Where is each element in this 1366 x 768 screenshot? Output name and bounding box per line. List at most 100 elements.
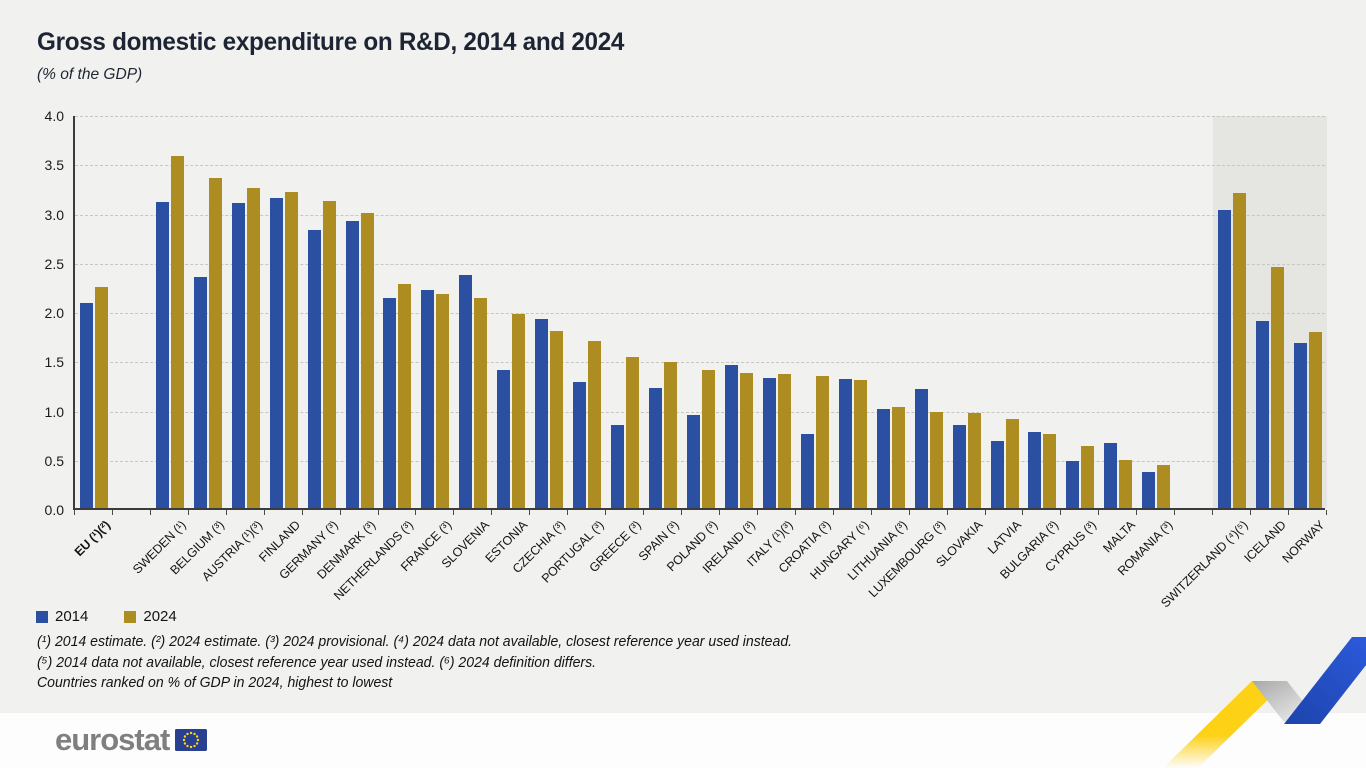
x-axis-tick bbox=[1136, 510, 1138, 515]
bar-estonia-2024 bbox=[512, 313, 525, 508]
x-axis-tick bbox=[1022, 510, 1024, 515]
y-tick-label: 3.0 bbox=[44, 206, 64, 223]
bar-spain-2014 bbox=[649, 387, 662, 508]
bar-czechia-2014 bbox=[535, 318, 548, 508]
bar-finland-2014 bbox=[270, 197, 283, 508]
x-label-switzerland: SWITZERLAND (⁴)(⁵) bbox=[1158, 518, 1252, 611]
legend-label-2014: 2014 bbox=[55, 608, 89, 625]
bar-luxembourg-2014 bbox=[915, 388, 928, 508]
legend-label-2024: 2024 bbox=[143, 608, 177, 625]
gridline bbox=[75, 313, 1325, 314]
footnote-line-2: (⁵) 2014 data not available, closest ref… bbox=[37, 654, 597, 671]
y-tick-label: 0.0 bbox=[44, 502, 64, 518]
ribbon-blue-segment bbox=[1284, 637, 1366, 724]
x-axis-tick bbox=[149, 510, 151, 515]
y-tick-label: 2.0 bbox=[44, 305, 64, 321]
eurostat-logo-text: eurostat bbox=[55, 722, 170, 757]
y-tick-label: 3.5 bbox=[44, 157, 64, 174]
gridline bbox=[75, 165, 1325, 167]
x-axis-tick bbox=[718, 510, 720, 515]
chart-subtitle: (% of the GDP) bbox=[37, 66, 143, 83]
x-axis-tick bbox=[111, 510, 113, 515]
y-tick-label: 0.5 bbox=[44, 452, 64, 469]
bar-czechia-2024 bbox=[550, 330, 563, 508]
bar-switzerland-2014 bbox=[1218, 209, 1231, 508]
bar-bulgaria-2014 bbox=[1028, 432, 1041, 508]
bar-malta-2014 bbox=[1104, 443, 1117, 508]
bar-malta-2024 bbox=[1119, 459, 1132, 508]
bar-slovakia-2024 bbox=[968, 413, 981, 508]
gridline bbox=[75, 263, 1325, 265]
x-axis-tick bbox=[756, 510, 758, 515]
bar-belgium-2024 bbox=[209, 178, 222, 508]
x-axis-tick bbox=[1174, 510, 1176, 515]
page-title: Gross domestic expenditure on R&D, 2014 … bbox=[37, 28, 625, 56]
bar-spain-2024 bbox=[664, 362, 677, 508]
y-tick-label: 1.0 bbox=[44, 403, 64, 420]
gridline bbox=[75, 116, 1325, 117]
bar-netherlands-2014 bbox=[383, 298, 396, 508]
x-axis-tick bbox=[301, 510, 303, 515]
bar-poland-2024 bbox=[702, 370, 715, 508]
bar-austria-2014 bbox=[232, 202, 245, 508]
y-tick-label: 4.0 bbox=[44, 108, 64, 124]
bar-romania-2024 bbox=[1157, 464, 1170, 508]
x-axis-tick bbox=[946, 510, 948, 515]
bar-austria-2024 bbox=[247, 187, 260, 508]
x-axis-tick bbox=[491, 510, 493, 515]
bar-germany-2014 bbox=[308, 230, 321, 508]
legend-swatch-2024-icon bbox=[124, 610, 137, 623]
bar-greece-2014 bbox=[611, 425, 624, 508]
bar-latvia-2014 bbox=[991, 441, 1004, 508]
x-axis-tick bbox=[908, 510, 910, 515]
bar-ireland-2024 bbox=[740, 373, 753, 508]
x-axis-tick bbox=[681, 510, 683, 515]
bar-bulgaria-2024 bbox=[1043, 434, 1056, 508]
x-axis-tick bbox=[605, 510, 607, 515]
bar-sweden-2014 bbox=[156, 201, 169, 508]
bar-italy-2024 bbox=[778, 374, 791, 508]
bar-slovenia-2014 bbox=[459, 274, 472, 508]
bar-denmark-2014 bbox=[346, 221, 359, 508]
bar-eu-2014 bbox=[80, 303, 93, 508]
bar-croatia-2014 bbox=[801, 434, 814, 508]
x-axis-tick bbox=[263, 510, 265, 515]
x-axis-tick bbox=[1098, 510, 1100, 515]
x-axis-tick bbox=[870, 510, 872, 515]
gridline bbox=[75, 362, 1325, 364]
bar-estonia-2014 bbox=[497, 370, 510, 508]
bar-greece-2024 bbox=[626, 357, 639, 508]
y-tick-label: 2.5 bbox=[44, 255, 64, 272]
bar-belgium-2014 bbox=[194, 276, 207, 508]
x-axis-tick bbox=[1250, 510, 1252, 515]
bar-switzerland-2024 bbox=[1233, 192, 1246, 508]
footnote-line-1: (¹) 2014 estimate. (²) 2024 estimate. (³… bbox=[37, 634, 793, 650]
x-axis-tick bbox=[74, 510, 75, 515]
bar-eu-2024 bbox=[95, 287, 108, 508]
legend-swatch-2014-icon bbox=[36, 610, 48, 623]
legend-item-2024: 2024 bbox=[124, 608, 177, 625]
bar-hungary-2024 bbox=[854, 379, 867, 508]
x-axis-tick bbox=[1326, 510, 1327, 515]
x-axis-tick bbox=[225, 510, 227, 515]
bar-romania-2014 bbox=[1142, 471, 1155, 508]
bar-luxembourg-2024 bbox=[930, 412, 943, 508]
footnote-line-3: Countries ranked on % of GDP in 2024, hi… bbox=[37, 675, 393, 691]
gridline bbox=[75, 214, 1325, 216]
x-axis-tick bbox=[187, 510, 189, 515]
bar-slovenia-2024 bbox=[474, 298, 487, 508]
chart-legend: 2014 2024 bbox=[36, 608, 177, 625]
bar-slovakia-2014 bbox=[953, 425, 966, 508]
x-axis-tick bbox=[1288, 510, 1290, 515]
non-eu-shaded-region bbox=[1213, 116, 1327, 508]
legend-item-2014: 2014 bbox=[36, 608, 88, 625]
x-axis-tick bbox=[415, 510, 417, 515]
bar-latvia-2024 bbox=[1006, 419, 1019, 508]
x-axis-tick bbox=[1060, 510, 1062, 515]
bar-italy-2014 bbox=[763, 377, 776, 508]
bar-hungary-2014 bbox=[839, 378, 852, 508]
x-axis-tick bbox=[377, 510, 379, 515]
bar-germany-2024 bbox=[323, 200, 336, 508]
bar-croatia-2024 bbox=[816, 376, 829, 508]
bar-lithuania-2014 bbox=[877, 408, 890, 508]
